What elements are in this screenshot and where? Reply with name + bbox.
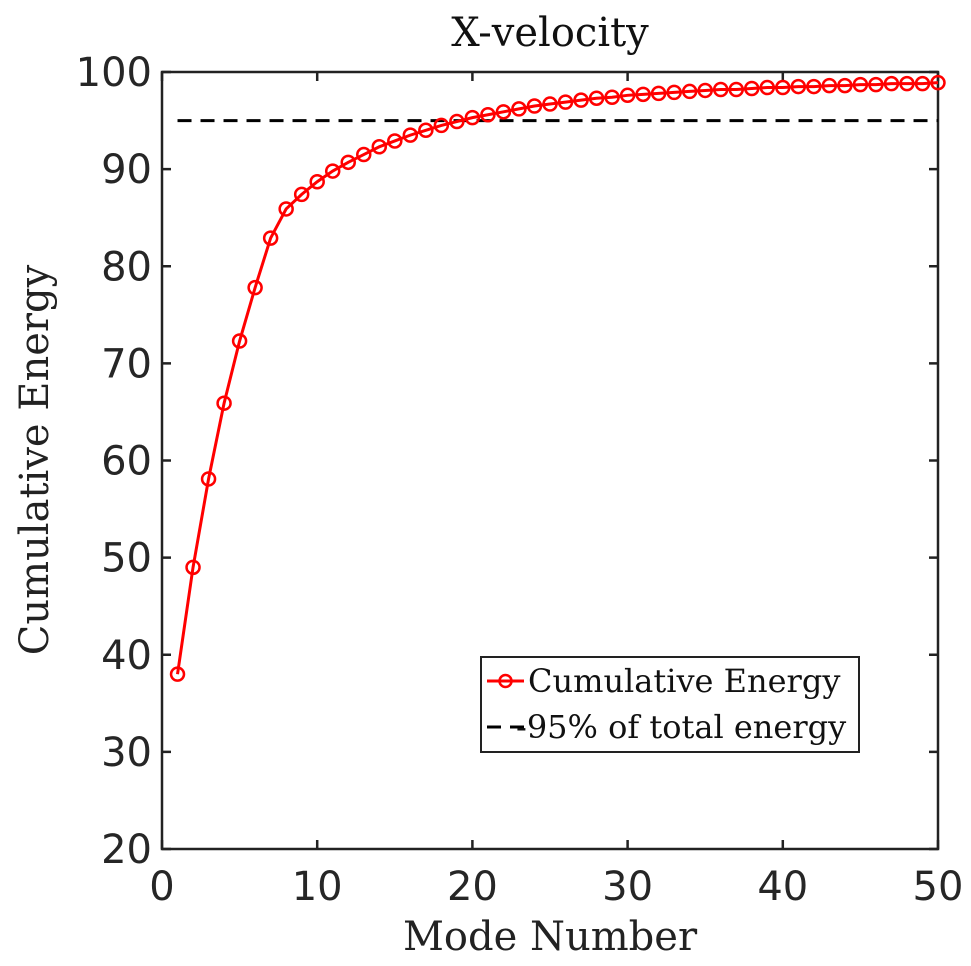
cumulative-energy-point [619,87,636,104]
legend-marker-cumulative-energy [498,673,513,689]
cumulative-energy-point [464,109,481,126]
cumulative-energy-point [837,77,853,94]
cumulative-energy-point [681,83,698,100]
cumulative-energy-point [262,230,279,246]
cumulative-energy-point [495,104,512,120]
cumulative-energy-point [542,96,558,112]
cumulative-energy-point [588,90,605,106]
cumulative-energy-point [356,146,372,163]
plot-area: 0 10 20 30 40 50 20 30 40 50 60 70 80 90 100 [76,50,964,910]
cumulative-energy-point [340,154,356,171]
cumulative-energy-point [293,186,310,203]
cumulative-energy-point [449,113,465,130]
cumulative-energy-point [526,98,543,114]
cumulative-energy-point [200,471,217,487]
cumulative-energy-point [728,81,744,98]
cumulative-energy-line [176,81,939,675]
cumulative-energy-point [806,78,822,95]
legend-label-95-percent: -95% of total energy [516,708,846,746]
y-axis-label: Cumulative Energy [12,264,58,655]
cumulative-energy-point [309,174,325,190]
cumulative-energy-point [821,77,838,94]
y-tick-label: 30 [101,730,152,776]
x-tick-label: 40 [757,864,808,910]
cumulative-energy-point [759,79,776,96]
cumulative-energy-point [650,85,667,102]
legend-box [480,656,860,753]
legend-label-cumulative-energy: Cumulative Energy [528,662,840,700]
y-tick-label: 70 [101,341,152,387]
chart-title: X-velocity [451,10,649,56]
cumulative-energy-point [324,163,341,179]
cumulative-energy-point [278,201,294,217]
cumulative-energy-point [557,94,574,110]
cumulative-energy-point [790,78,807,95]
y-tick-label: 40 [101,633,152,679]
cumulative-energy-point [635,86,651,103]
cumulative-energy-point [868,76,884,93]
x-tick-label: 30 [602,864,653,910]
cumulative-energy-point [216,395,232,411]
cumulative-energy-point [604,89,620,106]
x-tick-label: 20 [447,864,498,910]
cumulative-energy-point [697,82,713,99]
cumulative-energy-point [852,76,869,93]
y-tick-label: 80 [101,244,152,290]
cumulative-energy-point [371,139,388,155]
y-tick-label: 60 [101,439,152,485]
cumulative-energy-point [418,122,434,139]
cumulative-energy-point [169,666,186,682]
cumulative-energy-point [775,79,791,96]
x-axis-label: Mode Number [403,914,698,960]
y-tick-label: 90 [101,147,152,193]
cumulative-energy-point [231,333,248,349]
cumulative-energy-point [185,559,201,576]
y-tick-label: 100 [76,50,152,96]
cumulative-energy-point [744,80,760,97]
cumulative-energy-point [712,81,729,98]
cumulative-energy-point [511,101,527,117]
legend: Cumulative Energy -95% of total energy [480,656,860,753]
cumulative-energy-point [480,106,496,123]
cumulative-energy-point [914,75,931,92]
cumulative-energy-point [433,117,450,134]
cumulative-energy-point [883,75,900,92]
x-tick-label: 50 [913,864,964,910]
y-tick-label: 20 [101,827,152,873]
cumulative-energy-point [573,92,589,108]
cumulative-energy-point [666,84,682,101]
cumulative-energy-point [899,75,915,92]
cumulative-energy-point [402,127,419,143]
x-tick-label: 0 [149,864,174,910]
cumulative-energy-point [930,74,946,91]
cumulative-energy-point [247,279,263,296]
y-tick-label: 50 [101,536,152,582]
x-tick-label: 10 [292,864,343,910]
cumulative-energy-point [387,133,403,149]
